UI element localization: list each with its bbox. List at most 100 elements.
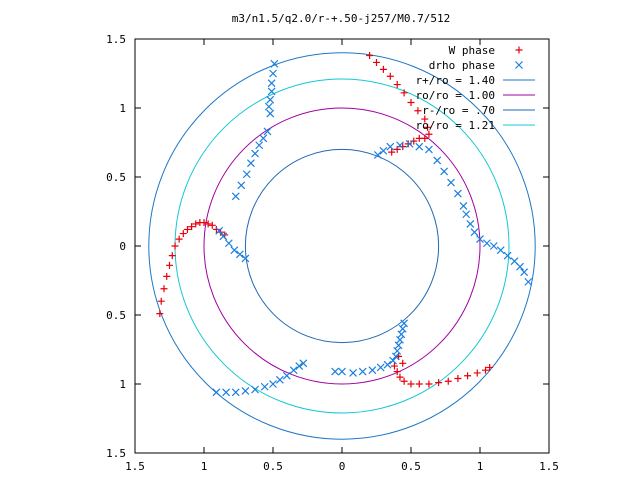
data-point <box>267 79 276 88</box>
data-point <box>393 145 401 153</box>
data-point <box>224 239 233 248</box>
data-point <box>379 146 388 155</box>
data-point <box>175 235 183 243</box>
x-tick-label: 1.5 <box>539 460 559 473</box>
data-point <box>275 375 284 384</box>
data-point <box>183 225 191 233</box>
data-point <box>440 167 449 176</box>
data-point <box>179 230 187 238</box>
data-point <box>454 374 462 382</box>
series-w-phase <box>156 52 494 388</box>
data-point <box>251 385 259 394</box>
data-point <box>241 254 250 263</box>
data-point <box>482 239 491 248</box>
data-point <box>404 140 412 148</box>
data-point <box>242 170 251 179</box>
data-point <box>289 366 298 375</box>
x-tick-label: 0 <box>339 460 346 473</box>
data-point <box>400 89 408 97</box>
data-point <box>388 148 396 156</box>
data-point <box>386 72 394 80</box>
circle-r1_4 <box>148 52 536 440</box>
data-point <box>482 366 490 374</box>
data-point <box>373 58 380 66</box>
data-point <box>393 81 401 89</box>
data-point <box>266 109 275 118</box>
data-point <box>264 102 273 111</box>
y-tick-label: 0 <box>119 240 126 253</box>
x-tick-label: 0.5 <box>401 460 421 473</box>
data-point <box>379 65 387 73</box>
legend-label: ro/ro = 1.00 <box>416 89 495 102</box>
legend-swatch <box>515 46 523 54</box>
data-point <box>473 369 481 377</box>
circle-r0_7 <box>244 148 440 344</box>
data-point <box>299 359 308 368</box>
data-point <box>331 367 340 376</box>
data-point <box>157 297 165 305</box>
data-point <box>466 219 475 228</box>
data-point <box>208 221 216 229</box>
data-point <box>444 377 452 385</box>
data-point <box>476 235 484 244</box>
data-point <box>462 210 471 219</box>
data-point <box>368 366 377 375</box>
data-point <box>383 360 392 369</box>
data-point <box>486 363 494 371</box>
data-point <box>396 373 404 381</box>
data-point <box>389 356 397 365</box>
data-point <box>255 141 264 150</box>
data-point <box>251 149 259 158</box>
y-tick-label: 1 <box>119 102 126 115</box>
legend: W phase drho phase r+/ro = 1.40 ro/ro = 1.0… <box>416 44 535 132</box>
x-tick-label: 1 <box>477 460 484 473</box>
data-point <box>425 145 433 154</box>
data-point <box>270 59 279 68</box>
data-point <box>267 87 276 96</box>
y-tick-label: 1.5 <box>106 447 126 460</box>
legend-label: r-/ro = .70 <box>422 104 495 117</box>
data-point <box>390 362 398 370</box>
data-point <box>230 246 239 255</box>
data-point <box>200 219 208 227</box>
data-point <box>496 246 505 255</box>
data-point <box>166 261 173 269</box>
legend-label: ro/ro = 1.21 <box>416 119 495 132</box>
data-point <box>349 369 357 377</box>
data-point <box>393 368 401 376</box>
data-point <box>425 130 433 138</box>
legend-label: r+/ro = 1.40 <box>416 74 495 87</box>
data-point <box>259 134 268 143</box>
data-point <box>453 189 462 198</box>
data-point <box>391 352 400 361</box>
data-point <box>263 127 272 136</box>
y-tick-label: 0.5 <box>106 171 126 184</box>
data-point <box>386 142 395 151</box>
data-point <box>163 272 171 280</box>
data-point <box>520 268 529 277</box>
data-point <box>524 277 533 286</box>
data-point <box>503 251 512 260</box>
data-point <box>415 134 423 142</box>
data-point <box>396 141 404 150</box>
data-point <box>424 123 432 131</box>
data-point <box>421 115 429 123</box>
data-point <box>246 159 255 168</box>
data-point <box>459 202 468 210</box>
data-point <box>231 192 240 201</box>
data-point <box>156 310 164 318</box>
data-point <box>222 388 231 397</box>
data-point <box>410 137 418 145</box>
data-point <box>400 377 408 385</box>
phase-points <box>156 52 533 397</box>
chart-title: m3/n1.5/q2.0/r-+.50-j257/M0.7/512 <box>232 12 451 25</box>
data-point <box>399 359 407 367</box>
data-point <box>425 380 433 388</box>
data-point <box>376 363 385 372</box>
series-drho-phase <box>212 59 533 397</box>
data-point <box>171 242 179 250</box>
data-point <box>168 252 176 260</box>
data-point <box>160 285 168 293</box>
x-tick-label: 1.5 <box>125 460 145 473</box>
